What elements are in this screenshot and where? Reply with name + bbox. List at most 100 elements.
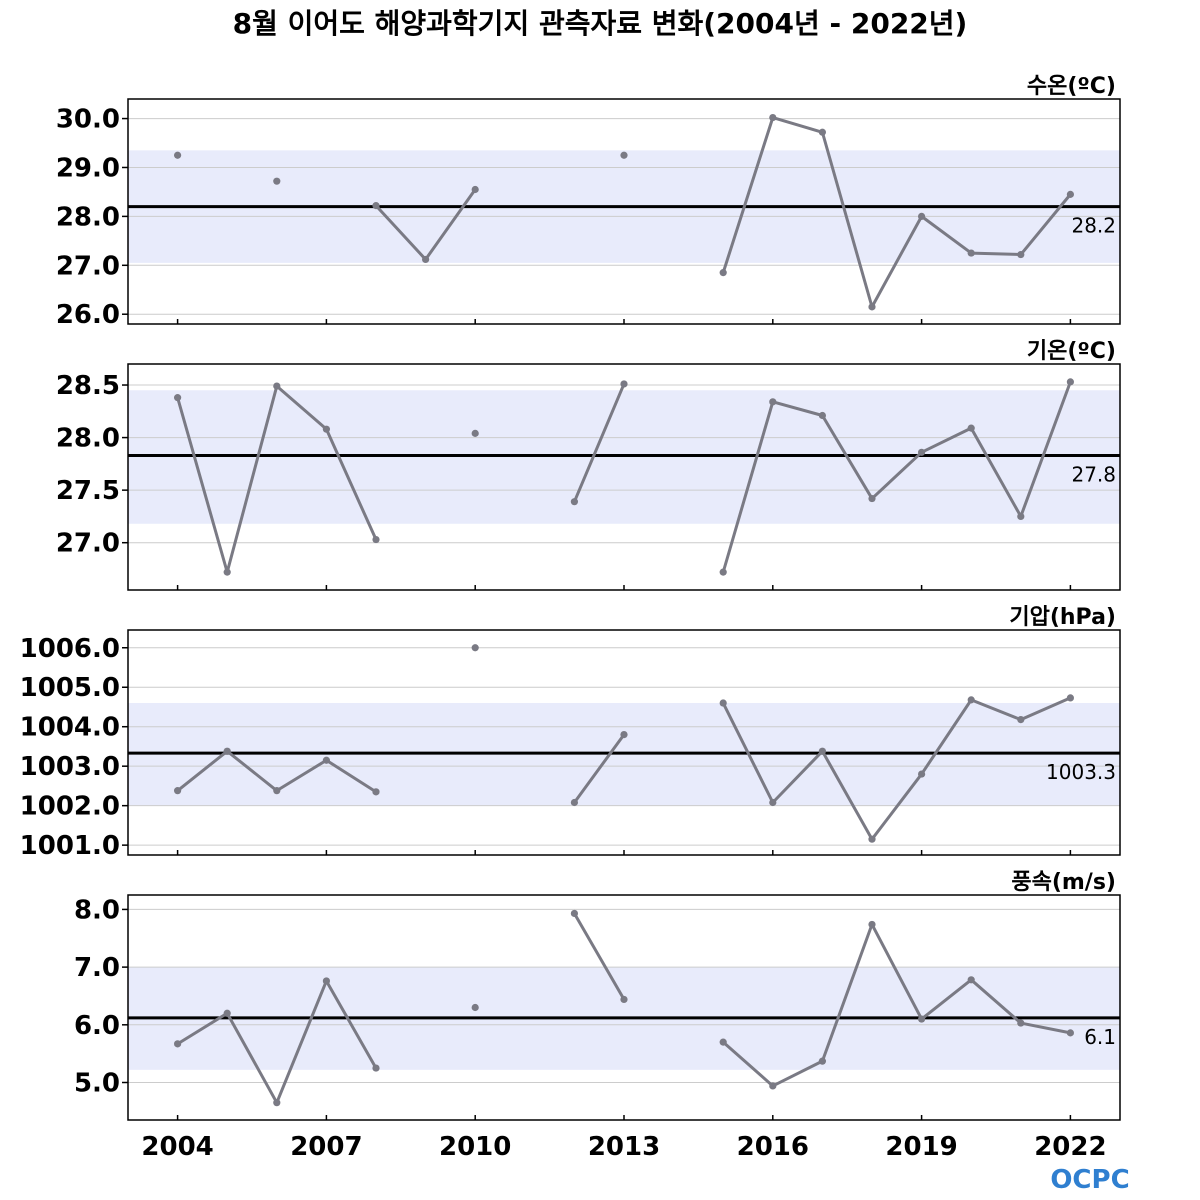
data-point	[769, 398, 777, 406]
panel-label: 기온(ºC)	[1027, 339, 1116, 364]
x-tick-label: 2022	[1034, 1132, 1106, 1162]
series-line	[721, 696, 1072, 841]
y-tick-label: 27.0	[56, 251, 120, 281]
data-point	[174, 151, 182, 159]
series-line	[721, 922, 1072, 1088]
y-tick-label: 1005.0	[20, 673, 120, 703]
y-tick-label: 6.0	[74, 1011, 120, 1041]
data-point	[372, 202, 380, 210]
data-point	[769, 1082, 777, 1090]
y-tick-label: 8.0	[74, 895, 120, 925]
data-point	[570, 798, 579, 807]
mean-label: 6.1	[1084, 1025, 1116, 1049]
data-point	[273, 787, 281, 795]
data-point	[620, 380, 628, 388]
panel-label: 풍속(m/s)	[1011, 870, 1116, 895]
data-point	[719, 568, 727, 576]
data-point	[322, 425, 330, 433]
data-point	[471, 644, 479, 652]
panel-label: 기압(hPa)	[1009, 605, 1116, 630]
data-point	[372, 788, 380, 796]
data-point	[967, 976, 975, 984]
data-point	[918, 770, 926, 778]
data-point	[818, 411, 827, 420]
data-point	[1017, 512, 1025, 521]
data-point	[769, 113, 777, 122]
y-tick-label: 1001.0	[20, 831, 120, 861]
y-tick-label: 28.5	[56, 371, 120, 401]
data-point	[967, 696, 975, 704]
logo-text: OCPC	[1050, 1165, 1129, 1195]
panel-label: 수온(ºC)	[1027, 74, 1116, 99]
data-point	[223, 1009, 231, 1017]
data-point	[1066, 694, 1074, 702]
y-tick-label: 28.0	[56, 424, 120, 454]
x-tick-label: 2013	[588, 1132, 660, 1162]
y-tick-label: 5.0	[74, 1069, 120, 1099]
series-line	[572, 733, 626, 804]
data-point	[471, 429, 479, 437]
data-point	[769, 798, 777, 807]
data-point	[273, 1099, 281, 1107]
data-point	[868, 494, 876, 503]
y-tick-label: 26.0	[56, 300, 120, 330]
data-point	[570, 498, 579, 506]
series-line	[721, 116, 1072, 309]
y-tick-label: 1006.0	[20, 634, 120, 664]
data-point	[223, 568, 231, 576]
data-point	[322, 756, 330, 764]
data-point	[422, 255, 430, 264]
x-tick-label: 2004	[141, 1132, 213, 1162]
data-point	[918, 448, 926, 456]
y-tick-label: 30.0	[56, 105, 120, 135]
mean-label: 1003.3	[1046, 760, 1116, 784]
data-point	[620, 151, 628, 159]
data-point	[1066, 378, 1074, 386]
x-axis: 2004 2007 2010 2013 2016 2019 2022	[141, 1132, 1106, 1162]
data-point	[868, 303, 876, 311]
x-tick-label: 2007	[290, 1132, 362, 1162]
data-point	[918, 1015, 926, 1023]
data-point	[471, 1003, 479, 1012]
y-tick-label: 29.0	[56, 153, 120, 183]
x-tick-label: 2010	[439, 1132, 511, 1162]
y-tick-label: 28.0	[56, 202, 120, 232]
data-point	[719, 269, 727, 277]
data-point	[868, 835, 876, 843]
y-tick-label: 27.5	[56, 476, 120, 506]
data-point	[620, 995, 628, 1004]
data-point	[570, 909, 579, 918]
data-point	[719, 1038, 727, 1046]
x-tick-label: 2016	[737, 1132, 809, 1162]
y-tick-label: 1003.0	[20, 752, 120, 782]
data-point	[174, 394, 182, 402]
data-point	[273, 177, 281, 185]
data-point	[1017, 716, 1025, 724]
data-point	[818, 747, 827, 755]
ocpc-logo: OCPC	[1050, 1165, 1129, 1195]
series-line	[572, 911, 626, 1001]
panel-1: 27.0 27.5 28.0 28.5 27.8 기온(ºC)	[56, 339, 1121, 591]
data-point	[620, 731, 628, 739]
panels: 26.0 27.0 28.0 29.0 30.0 28.2 수온(ºC) 27.0 27.5 28…	[20, 74, 1121, 1121]
data-point	[322, 977, 330, 985]
series-line	[572, 382, 626, 504]
data-point	[918, 212, 926, 220]
y-tick-label: 1002.0	[20, 792, 120, 822]
data-point	[818, 128, 827, 136]
panel-0: 26.0 27.0 28.0 29.0 30.0 28.2 수온(ºC)	[56, 74, 1121, 330]
panel-3: 5.0 6.0 7.0 8.0 6.1 풍속(m/s)	[74, 870, 1121, 1121]
data-point	[967, 249, 975, 257]
data-point	[273, 382, 281, 390]
mean-label: 28.2	[1071, 214, 1116, 238]
x-tick-label: 2019	[885, 1132, 957, 1162]
std-band	[128, 390, 1120, 524]
data-point	[174, 1040, 182, 1048]
data-point	[174, 787, 182, 795]
series-line	[721, 380, 1072, 574]
y-tick-label: 27.0	[56, 529, 120, 559]
y-tick-label: 7.0	[74, 953, 120, 983]
y-tick-label: 1004.0	[20, 713, 120, 743]
data-point	[1017, 250, 1025, 259]
